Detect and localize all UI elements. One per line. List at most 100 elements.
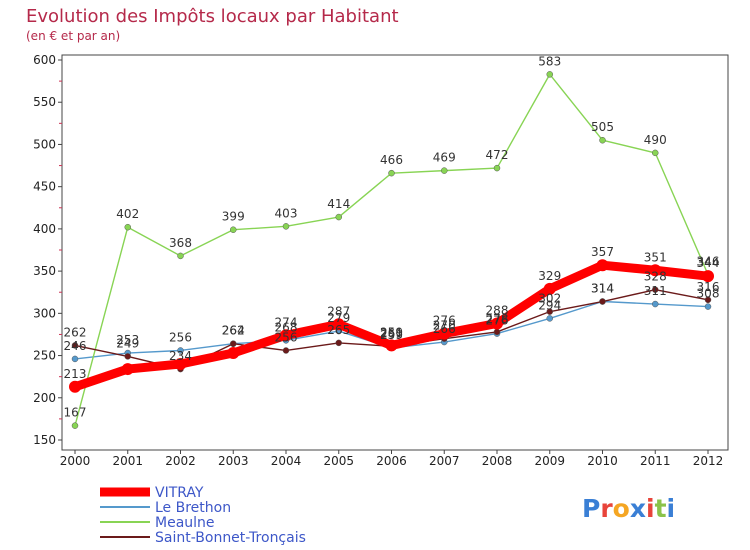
data-label: 278 — [486, 312, 509, 326]
proxiti-logo: Proxiti — [582, 494, 675, 523]
data-label: 469 — [433, 151, 456, 165]
x-tick-label: 2004 — [271, 454, 302, 468]
x-tick-label: 2007 — [429, 454, 460, 468]
y-tick-label: 350 — [33, 264, 56, 278]
chart-subtitle: (en € et par an) — [26, 29, 120, 43]
data-point — [493, 328, 501, 336]
x-tick-label: 2000 — [60, 454, 91, 468]
logo-letter: t — [655, 494, 667, 523]
data-label: 314 — [591, 282, 614, 296]
data-point — [543, 282, 556, 295]
data-point — [177, 252, 184, 260]
data-label: 505 — [591, 120, 614, 134]
x-tick-label: 2003 — [218, 454, 249, 468]
y-tick-label: 150 — [33, 433, 56, 447]
data-point — [385, 339, 398, 352]
data-label: 368 — [169, 236, 192, 250]
data-point — [652, 286, 659, 293]
data-point — [546, 71, 553, 78]
data-label: 402 — [116, 207, 139, 221]
data-point — [546, 308, 553, 315]
data-point — [227, 347, 240, 360]
y-tick-label: 400 — [33, 222, 56, 236]
data-point — [335, 213, 342, 221]
data-label: 279 — [327, 311, 350, 325]
data-point — [335, 339, 342, 347]
data-label: 346 — [697, 254, 720, 268]
x-tick-label: 2005 — [323, 454, 354, 468]
logo-letter: i — [646, 494, 655, 523]
data-label: 274 — [275, 315, 298, 329]
data-label: 262 — [64, 325, 87, 339]
data-label: 399 — [222, 210, 245, 224]
data-label: 490 — [644, 133, 667, 147]
data-point — [491, 317, 503, 330]
logo-letter: x — [630, 494, 646, 523]
data-point — [174, 358, 187, 370]
data-label: 294 — [538, 298, 561, 312]
data-label: 287 — [327, 304, 350, 318]
y-tick-label: 450 — [33, 180, 56, 194]
data-label: 351 — [644, 250, 667, 264]
logo-letter: o — [613, 494, 630, 523]
data-label: 266 — [433, 322, 456, 336]
y-tick-label: 200 — [33, 391, 56, 405]
plot-frame — [61, 54, 729, 451]
logo-letter: r — [600, 494, 613, 523]
data-point — [493, 164, 501, 172]
series-vitray — [69, 259, 714, 393]
legend-label: Saint-Bonnet-Tronçais — [155, 530, 306, 546]
legend-label: VITRAY — [155, 485, 204, 501]
data-point — [332, 318, 345, 331]
data-point — [282, 347, 290, 354]
data-label: 259 — [380, 328, 403, 342]
data-label: 288 — [486, 303, 509, 317]
data-label: 253 — [116, 333, 139, 347]
data-label: 357 — [591, 245, 614, 259]
data-label: 265 — [327, 323, 350, 337]
data-point — [441, 167, 448, 174]
data-point — [71, 422, 79, 429]
data-label: 308 — [697, 287, 720, 301]
data-label: 328 — [644, 270, 667, 284]
data-point — [546, 315, 553, 322]
data-label: 316 — [697, 280, 720, 294]
y-tick-label: 250 — [33, 349, 56, 363]
series-meaulne — [71, 71, 712, 429]
y-tick-label: 500 — [33, 137, 56, 151]
data-label: 302 — [538, 292, 561, 306]
data-label: 268 — [275, 320, 298, 334]
data-label: 167 — [64, 406, 87, 420]
y-tick-label: 300 — [33, 306, 56, 320]
x-tick-label: 2002 — [165, 454, 196, 468]
data-point — [596, 259, 609, 272]
data-label: 344 — [697, 256, 720, 270]
data-point — [704, 296, 712, 304]
data-label: 246 — [64, 339, 87, 353]
data-point — [704, 303, 712, 310]
logo-letter: P — [582, 494, 600, 523]
data-label: 311 — [644, 284, 667, 298]
data-label: 259 — [380, 325, 403, 339]
data-label: 262 — [222, 324, 245, 338]
series-layer — [69, 71, 714, 429]
x-tick-label: 2008 — [482, 454, 513, 468]
axes-layer: 150 200 250 300 350 400 450 500 550 600 2000 2001 20… — [33, 53, 729, 468]
data-point — [702, 270, 714, 283]
data-label: 213 — [64, 367, 87, 381]
y-tick-label: 600 — [33, 53, 56, 67]
data-point — [124, 353, 131, 360]
y-tick-label: 550 — [33, 95, 56, 109]
data-label: 276 — [433, 314, 456, 328]
data-point — [388, 169, 395, 177]
data-point — [280, 329, 292, 342]
x-tick-label: 2012 — [693, 454, 724, 468]
data-point — [69, 380, 81, 393]
x-tick-label: 2010 — [587, 454, 618, 468]
x-tick-label: 2011 — [640, 454, 671, 468]
data-point — [71, 342, 79, 349]
data-point — [282, 223, 290, 230]
